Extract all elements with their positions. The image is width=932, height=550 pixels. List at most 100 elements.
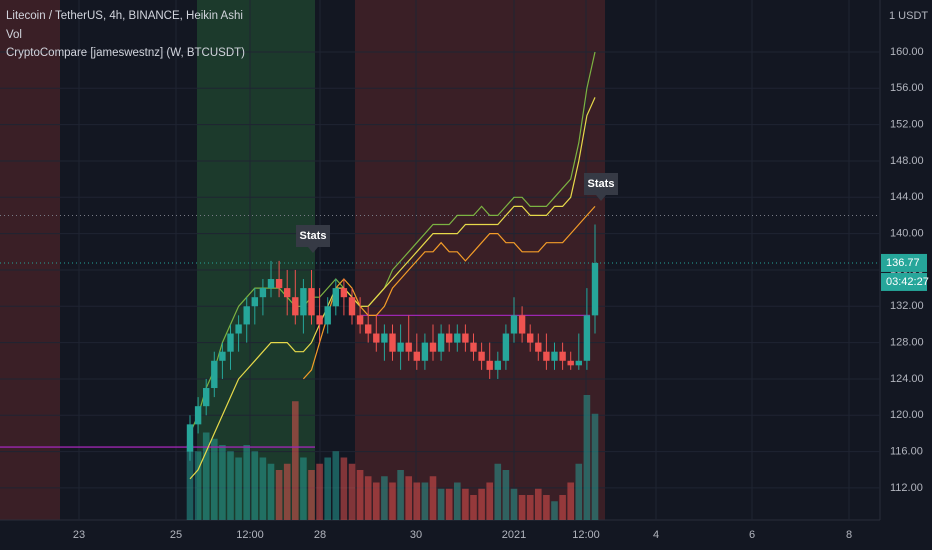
session-shade	[0, 0, 60, 520]
candle-body	[575, 360, 582, 366]
candle-body	[186, 424, 194, 452]
candle-body	[437, 333, 445, 352]
volume-bar	[454, 482, 461, 520]
annotation-box	[584, 173, 618, 201]
y-tick-label: 140.00	[890, 228, 924, 240]
volume-bar	[462, 488, 469, 520]
countdown-tag	[881, 272, 927, 291]
x-tick-label: 12:00	[572, 529, 600, 541]
indicator-line	[302, 205, 596, 380]
y-tick-label: 116.00	[890, 446, 923, 458]
session-shade	[355, 0, 605, 520]
volume-bar	[292, 401, 299, 520]
candle-body	[340, 288, 348, 298]
x-tick-label: 4	[653, 529, 659, 541]
x-tick-label: 23	[73, 529, 85, 541]
volume-bar	[186, 445, 194, 520]
volume-bar	[202, 432, 210, 520]
volume-bar	[478, 488, 485, 520]
candle-body	[275, 279, 283, 289]
candle-body	[535, 342, 542, 352]
volume-bar	[405, 476, 412, 520]
volume-bar	[518, 495, 526, 520]
volume-bar	[535, 488, 542, 520]
candle-body	[267, 279, 275, 289]
volume-bar	[211, 438, 218, 520]
volume-bar	[275, 470, 283, 520]
candle-body	[527, 333, 534, 343]
volume-bar	[567, 482, 574, 520]
volume-bar	[316, 463, 323, 520]
volume-bar	[437, 488, 445, 520]
x-tick-label: 12:00	[236, 529, 264, 541]
price-tag-text: 136.77	[886, 257, 920, 269]
volume-bar	[526, 495, 534, 520]
chart-title: Litecoin / TetherUS, 4h, BINANCE, Heikin…	[6, 10, 243, 22]
volume-bar	[397, 470, 404, 520]
volume-bar	[332, 451, 340, 520]
volume-bar	[283, 463, 291, 520]
candle-body	[502, 333, 510, 361]
candle-body	[429, 342, 437, 352]
candle-body	[243, 306, 250, 325]
volume-bar	[591, 413, 599, 520]
y-tick-label: 156.00	[890, 82, 924, 94]
candle-body	[583, 315, 591, 361]
volume-bar	[243, 445, 250, 520]
volume-bar	[575, 463, 583, 520]
volume-bar	[486, 482, 493, 520]
candle-body	[486, 360, 493, 370]
candle-body	[259, 288, 267, 298]
volume-bar	[194, 451, 202, 520]
volume-bar	[324, 457, 331, 520]
volume-bar	[551, 501, 558, 520]
candle-body	[567, 360, 574, 366]
candle-body	[348, 297, 356, 316]
y-tick-label: 160.00	[890, 46, 924, 58]
y-tick-label: 128.00	[890, 337, 924, 349]
y-tick-label: 112.00	[890, 482, 923, 494]
annotation-text: Stats	[300, 230, 327, 242]
candle-body	[235, 324, 242, 334]
candle-body	[413, 351, 420, 361]
volume-bar	[308, 470, 315, 520]
price-tag	[881, 253, 927, 272]
candle-body	[389, 333, 396, 352]
x-tick-label: 25	[170, 529, 182, 541]
candle-body	[446, 333, 453, 343]
y-tick-label: 124.00	[890, 373, 924, 385]
candle-body	[559, 351, 566, 361]
candle-body	[373, 333, 380, 343]
x-tick-label: 8	[846, 529, 852, 541]
y-tick-label: 144.00	[890, 191, 924, 203]
volume-bar	[502, 470, 510, 520]
x-tick-label: 30	[410, 529, 422, 541]
volume-bar	[389, 482, 396, 520]
volume-bar	[235, 457, 242, 520]
candle-body	[421, 342, 429, 361]
x-tick-label: 28	[314, 529, 326, 541]
indicator-line	[189, 97, 596, 480]
candle-body	[591, 262, 599, 316]
volume-bar	[259, 457, 267, 520]
candle-body	[227, 333, 234, 352]
candle-body	[219, 351, 226, 361]
volume-bar	[559, 495, 566, 520]
candle-body	[194, 406, 202, 425]
candle-body	[405, 342, 412, 352]
volume-bar	[267, 463, 275, 520]
candle-body	[356, 315, 364, 325]
volume-bar	[373, 482, 380, 520]
volume-bar	[413, 482, 421, 520]
annotation-text: Stats	[588, 178, 615, 190]
countdown-text: 03:42:27	[886, 276, 929, 288]
volume-bar	[429, 476, 437, 520]
candle-body	[518, 315, 526, 334]
y-tick-label: 152.00	[890, 119, 924, 131]
candle-body	[397, 342, 404, 352]
volume-bar	[510, 488, 518, 520]
candle-body	[292, 297, 299, 316]
candle-body	[462, 333, 469, 343]
candle-body	[470, 342, 477, 352]
